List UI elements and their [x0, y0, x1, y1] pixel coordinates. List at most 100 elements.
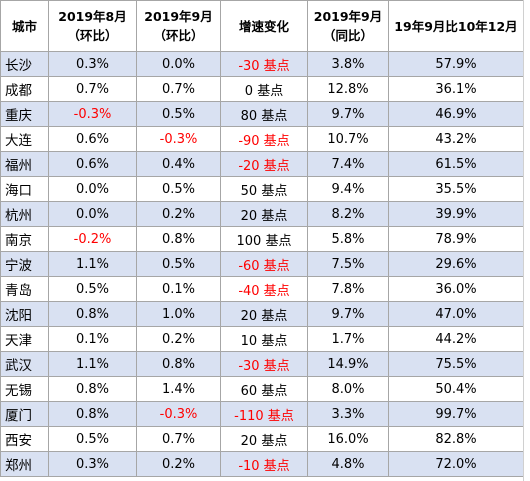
header-city[interactable]: 城市: [0, 0, 49, 52]
cell-sep-mom[interactable]: 0.0%: [136, 51, 221, 77]
cell-vs-2010[interactable]: 36.0%: [388, 276, 524, 302]
cell-change[interactable]: -90 基点: [220, 126, 308, 152]
cell-sep-yoy[interactable]: 8.0%: [307, 376, 389, 402]
cell-sep-mom[interactable]: 1.0%: [136, 301, 221, 327]
cell-city[interactable]: 沈阳: [0, 301, 49, 327]
cell-sep-mom[interactable]: -0.3%: [136, 126, 221, 152]
cell-sep-mom[interactable]: 0.7%: [136, 426, 221, 452]
cell-vs-2010[interactable]: 46.9%: [388, 101, 524, 127]
header-change[interactable]: 增速变化: [220, 0, 308, 52]
cell-sep-mom[interactable]: 0.5%: [136, 251, 221, 277]
cell-sep-mom[interactable]: 0.7%: [136, 76, 221, 102]
cell-vs-2010[interactable]: 75.5%: [388, 351, 524, 377]
cell-city[interactable]: 海口: [0, 176, 49, 202]
cell-change[interactable]: 60 基点: [220, 376, 308, 402]
cell-sep-mom[interactable]: -0.3%: [136, 401, 221, 427]
cell-aug-mom[interactable]: 0.6%: [48, 126, 137, 152]
cell-change[interactable]: 20 基点: [220, 201, 308, 227]
cell-change[interactable]: 80 基点: [220, 101, 308, 127]
cell-city[interactable]: 无锡: [0, 376, 49, 402]
cell-sep-yoy[interactable]: 7.5%: [307, 251, 389, 277]
cell-change[interactable]: 0 基点: [220, 76, 308, 102]
cell-vs-2010[interactable]: 29.6%: [388, 251, 524, 277]
cell-change[interactable]: -30 基点: [220, 351, 308, 377]
cell-sep-yoy[interactable]: 7.8%: [307, 276, 389, 302]
cell-change[interactable]: -110 基点: [220, 401, 308, 427]
cell-change[interactable]: -30 基点: [220, 51, 308, 77]
cell-sep-mom[interactable]: 0.4%: [136, 151, 221, 177]
cell-city[interactable]: 大连: [0, 126, 49, 152]
cell-sep-yoy[interactable]: 4.8%: [307, 451, 389, 477]
cell-vs-2010[interactable]: 39.9%: [388, 201, 524, 227]
cell-city[interactable]: 南京: [0, 226, 49, 252]
cell-vs-2010[interactable]: 61.5%: [388, 151, 524, 177]
cell-aug-mom[interactable]: 0.1%: [48, 326, 137, 352]
cell-vs-2010[interactable]: 82.8%: [388, 426, 524, 452]
cell-city[interactable]: 宁波: [0, 251, 49, 277]
cell-sep-yoy[interactable]: 14.9%: [307, 351, 389, 377]
cell-city[interactable]: 天津: [0, 326, 49, 352]
cell-sep-yoy[interactable]: 1.7%: [307, 326, 389, 352]
cell-sep-yoy[interactable]: 7.4%: [307, 151, 389, 177]
cell-change[interactable]: 20 基点: [220, 301, 308, 327]
cell-vs-2010[interactable]: 78.9%: [388, 226, 524, 252]
cell-change[interactable]: 100 基点: [220, 226, 308, 252]
cell-sep-yoy[interactable]: 16.0%: [307, 426, 389, 452]
cell-vs-2010[interactable]: 35.5%: [388, 176, 524, 202]
cell-change[interactable]: -10 基点: [220, 451, 308, 477]
cell-city[interactable]: 青岛: [0, 276, 49, 302]
cell-aug-mom[interactable]: -0.3%: [48, 101, 137, 127]
cell-aug-mom[interactable]: 0.3%: [48, 451, 137, 477]
cell-change[interactable]: 50 基点: [220, 176, 308, 202]
cell-aug-mom[interactable]: 0.8%: [48, 401, 137, 427]
cell-aug-mom[interactable]: -0.2%: [48, 226, 137, 252]
cell-sep-mom[interactable]: 0.2%: [136, 326, 221, 352]
cell-sep-mom[interactable]: 0.5%: [136, 176, 221, 202]
cell-sep-mom[interactable]: 0.1%: [136, 276, 221, 302]
cell-sep-yoy[interactable]: 3.8%: [307, 51, 389, 77]
cell-sep-mom[interactable]: 0.2%: [136, 451, 221, 477]
cell-aug-mom[interactable]: 1.1%: [48, 251, 137, 277]
header-sep-yoy[interactable]: 2019年9月 （同比）: [307, 0, 389, 52]
cell-aug-mom[interactable]: 0.8%: [48, 376, 137, 402]
cell-sep-yoy[interactable]: 12.8%: [307, 76, 389, 102]
cell-aug-mom[interactable]: 0.5%: [48, 276, 137, 302]
cell-change[interactable]: 20 基点: [220, 426, 308, 452]
cell-aug-mom[interactable]: 0.6%: [48, 151, 137, 177]
cell-vs-2010[interactable]: 57.9%: [388, 51, 524, 77]
cell-sep-mom[interactable]: 0.2%: [136, 201, 221, 227]
cell-aug-mom[interactable]: 1.1%: [48, 351, 137, 377]
cell-city[interactable]: 长沙: [0, 51, 49, 77]
cell-vs-2010[interactable]: 72.0%: [388, 451, 524, 477]
cell-sep-mom[interactable]: 0.8%: [136, 351, 221, 377]
cell-city[interactable]: 重庆: [0, 101, 49, 127]
cell-sep-mom[interactable]: 0.5%: [136, 101, 221, 127]
cell-aug-mom[interactable]: 0.0%: [48, 201, 137, 227]
cell-vs-2010[interactable]: 36.1%: [388, 76, 524, 102]
header-vs-2010[interactable]: 19年9月比10年12月: [388, 0, 524, 52]
cell-aug-mom[interactable]: 0.0%: [48, 176, 137, 202]
cell-city[interactable]: 杭州: [0, 201, 49, 227]
cell-sep-yoy[interactable]: 9.7%: [307, 301, 389, 327]
cell-aug-mom[interactable]: 0.3%: [48, 51, 137, 77]
cell-city[interactable]: 郑州: [0, 451, 49, 477]
cell-vs-2010[interactable]: 99.7%: [388, 401, 524, 427]
header-sep-mom[interactable]: 2019年9月 （环比）: [136, 0, 221, 52]
cell-sep-yoy[interactable]: 9.7%: [307, 101, 389, 127]
cell-aug-mom[interactable]: 0.5%: [48, 426, 137, 452]
cell-sep-mom[interactable]: 1.4%: [136, 376, 221, 402]
cell-vs-2010[interactable]: 44.2%: [388, 326, 524, 352]
cell-vs-2010[interactable]: 50.4%: [388, 376, 524, 402]
cell-sep-mom[interactable]: 0.8%: [136, 226, 221, 252]
header-aug-mom[interactable]: 2019年8月 （环比）: [48, 0, 137, 52]
cell-aug-mom[interactable]: 0.7%: [48, 76, 137, 102]
cell-sep-yoy[interactable]: 8.2%: [307, 201, 389, 227]
cell-change[interactable]: -40 基点: [220, 276, 308, 302]
cell-change[interactable]: -20 基点: [220, 151, 308, 177]
cell-sep-yoy[interactable]: 5.8%: [307, 226, 389, 252]
cell-sep-yoy[interactable]: 3.3%: [307, 401, 389, 427]
cell-change[interactable]: -60 基点: [220, 251, 308, 277]
cell-city[interactable]: 成都: [0, 76, 49, 102]
cell-vs-2010[interactable]: 47.0%: [388, 301, 524, 327]
cell-sep-yoy[interactable]: 10.7%: [307, 126, 389, 152]
